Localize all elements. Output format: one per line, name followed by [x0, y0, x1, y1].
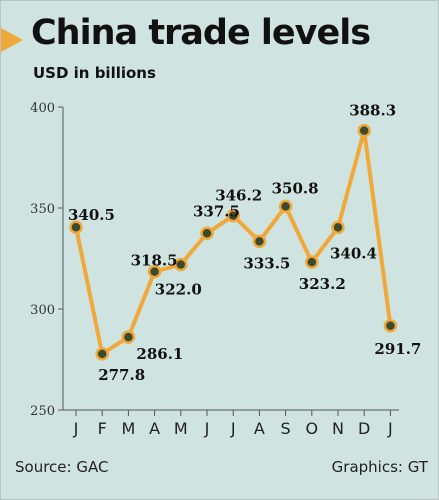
data-label: 340.5 [68, 206, 115, 224]
title-arrow-icon [1, 28, 23, 52]
data-label: 277.8 [98, 366, 145, 384]
source-credit: Source: GAC [15, 458, 109, 476]
y-tick-label: 400 [30, 101, 55, 116]
data-point [69, 220, 83, 234]
data-point [174, 257, 188, 272]
x-tick-label: A [149, 419, 160, 438]
x-tick-label: J [204, 419, 210, 438]
x-tick-label: S [281, 419, 291, 438]
series-line [74, 128, 393, 356]
x-tick-label: M [121, 419, 135, 438]
data-label: 337.5 [193, 202, 240, 220]
data-point [121, 330, 136, 344]
x-tick-label: D [358, 419, 370, 438]
y-tick-label: 350 [30, 202, 55, 217]
data-label: 340.4 [330, 244, 377, 262]
data-point [383, 319, 398, 333]
x-tick-label: N [332, 419, 344, 438]
y-tick-label: 250 [30, 404, 55, 419]
data-point [95, 347, 109, 361]
data-label: 346.2 [215, 187, 262, 205]
data-point [252, 234, 267, 249]
graphics-credit: Graphics: GT [331, 458, 428, 476]
x-tick-label: J [230, 419, 236, 438]
data-point [331, 220, 345, 235]
data-point [357, 123, 371, 138]
data-label: 291.7 [374, 340, 421, 358]
x-tick-label: A [254, 419, 265, 438]
x-tick-label: M [174, 419, 188, 438]
data-point [147, 264, 162, 279]
x-tick-label: J [73, 419, 79, 438]
x-tick-label: J [387, 419, 393, 438]
data-label: 318.5 [131, 252, 178, 270]
data-label: 350.8 [272, 179, 319, 197]
chart-title: China trade levels [31, 13, 371, 53]
data-label: 333.5 [243, 254, 290, 272]
data-point [200, 226, 214, 240]
x-tick-label: O [306, 419, 319, 438]
data-point [305, 255, 319, 269]
data-label: 322.0 [155, 281, 202, 299]
data-label: 323.2 [299, 275, 346, 293]
data-label: 286.1 [136, 345, 183, 363]
data-point [226, 208, 240, 223]
chart-subtitle: USD in billions [33, 64, 156, 82]
data-label: 388.3 [349, 102, 396, 120]
x-tick-label: F [98, 419, 107, 438]
y-tick-label: 300 [30, 303, 55, 318]
data-point [278, 199, 293, 214]
